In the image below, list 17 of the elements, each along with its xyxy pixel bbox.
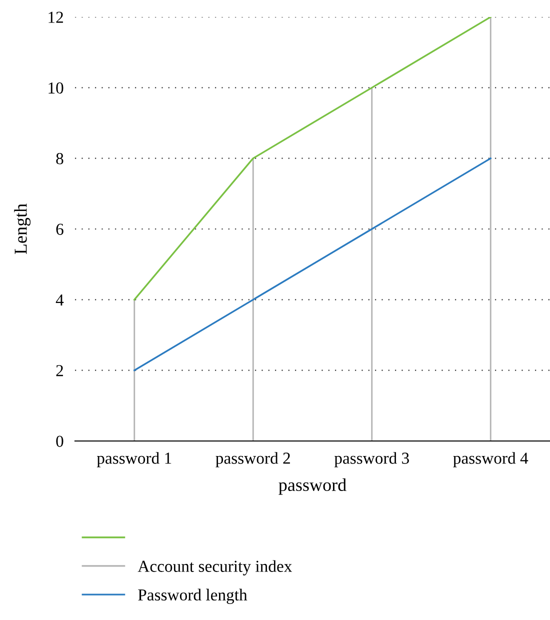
x-axis-title: password bbox=[278, 478, 346, 495]
y-tick-label: 2 bbox=[56, 365, 63, 376]
line-series bbox=[134, 17, 492, 300]
x-tick-label: password 4 bbox=[453, 452, 528, 468]
y-axis-title: Length bbox=[14, 204, 31, 254]
y-tick-label: 6 bbox=[56, 224, 64, 235]
y-tick-label: 0 bbox=[56, 436, 64, 447]
x-tick-label: password 2 bbox=[216, 452, 290, 468]
legend-label: Password length bbox=[138, 588, 248, 604]
y-tick-label: 4 bbox=[56, 294, 64, 306]
x-tick-label: password 1 bbox=[96, 452, 172, 468]
y-tick-label: 10 bbox=[48, 82, 64, 94]
y-tick-label: 12 bbox=[48, 12, 63, 23]
y-tick-label: 8 bbox=[56, 153, 64, 164]
x-tick-label: password 3 bbox=[334, 452, 409, 468]
legend-label: Account security index bbox=[138, 560, 292, 576]
line-series bbox=[134, 158, 492, 372]
